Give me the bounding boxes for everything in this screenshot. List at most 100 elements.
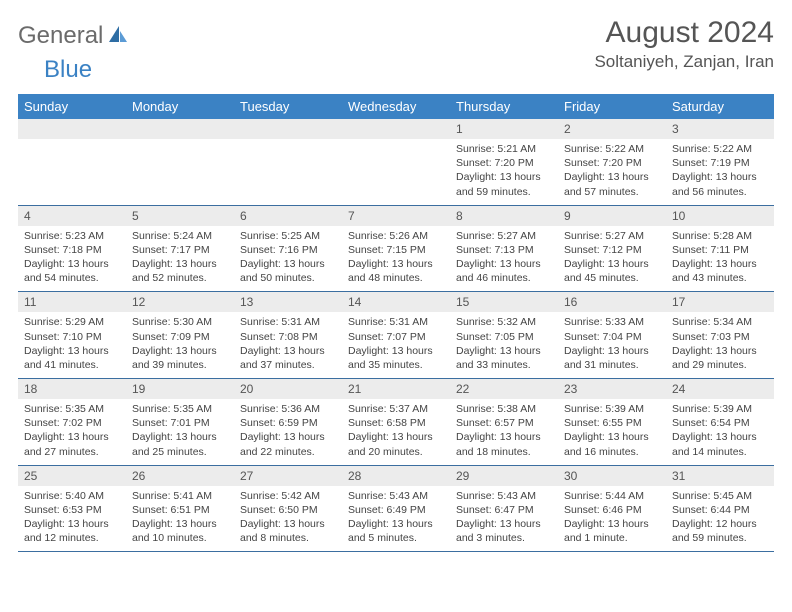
calendar-cell: 26Sunrise: 5:41 AMSunset: 6:51 PMDayligh… bbox=[126, 465, 234, 552]
day-number bbox=[234, 119, 342, 139]
logo-part2: Blue bbox=[44, 56, 92, 84]
daylight-line: Daylight: 13 hours and 18 minutes. bbox=[456, 431, 541, 457]
sunrise-line: Sunrise: 5:41 AM bbox=[132, 490, 212, 502]
sunset-line: Sunset: 6:44 PM bbox=[672, 504, 750, 516]
day-number: 5 bbox=[126, 206, 234, 226]
logo-sail-icon bbox=[107, 24, 129, 49]
calendar-cell: 16Sunrise: 5:33 AMSunset: 7:04 PMDayligh… bbox=[558, 292, 666, 379]
day-number: 25 bbox=[18, 466, 126, 486]
day-content: Sunrise: 5:39 AMSunset: 6:55 PMDaylight:… bbox=[558, 399, 666, 465]
day-number: 15 bbox=[450, 292, 558, 312]
day-number: 22 bbox=[450, 379, 558, 399]
sunset-line: Sunset: 6:47 PM bbox=[456, 504, 534, 516]
sunset-line: Sunset: 7:18 PM bbox=[24, 244, 102, 256]
day-content bbox=[234, 139, 342, 199]
sunrise-line: Sunrise: 5:43 AM bbox=[456, 490, 536, 502]
day-number bbox=[126, 119, 234, 139]
day-content: Sunrise: 5:31 AMSunset: 7:08 PMDaylight:… bbox=[234, 312, 342, 378]
sunrise-line: Sunrise: 5:31 AM bbox=[240, 316, 320, 328]
daylight-line: Daylight: 13 hours and 48 minutes. bbox=[348, 258, 433, 284]
day-number: 21 bbox=[342, 379, 450, 399]
day-content: Sunrise: 5:31 AMSunset: 7:07 PMDaylight:… bbox=[342, 312, 450, 378]
daylight-line: Daylight: 13 hours and 56 minutes. bbox=[672, 171, 757, 197]
day-content: Sunrise: 5:42 AMSunset: 6:50 PMDaylight:… bbox=[234, 486, 342, 552]
daylight-line: Daylight: 13 hours and 54 minutes. bbox=[24, 258, 109, 284]
sunrise-line: Sunrise: 5:40 AM bbox=[24, 490, 104, 502]
calendar-cell: 3Sunrise: 5:22 AMSunset: 7:19 PMDaylight… bbox=[666, 119, 774, 205]
sunset-line: Sunset: 7:16 PM bbox=[240, 244, 318, 256]
sunset-line: Sunset: 7:19 PM bbox=[672, 157, 750, 169]
sunset-line: Sunset: 7:15 PM bbox=[348, 244, 426, 256]
page-title: August 2024 bbox=[594, 16, 774, 50]
day-number bbox=[342, 119, 450, 139]
calendar-table: SundayMondayTuesdayWednesdayThursdayFrid… bbox=[18, 94, 774, 552]
sunset-line: Sunset: 6:59 PM bbox=[240, 417, 318, 429]
sunset-line: Sunset: 7:04 PM bbox=[564, 331, 642, 343]
day-header-row: SundayMondayTuesdayWednesdayThursdayFrid… bbox=[18, 94, 774, 119]
daylight-line: Daylight: 12 hours and 59 minutes. bbox=[672, 518, 757, 544]
day-content: Sunrise: 5:45 AM Sunset: 6:44 PM Daylight:… bbox=[666, 486, 774, 552]
day-content: Sunrise: 5:37 AM Sunset: 6:58 PM Daylight:… bbox=[342, 399, 450, 465]
calendar-cell: 27Sunrise: 5:42 AMSunset: 6:50 PMDayligh… bbox=[234, 465, 342, 552]
day-number: 8 bbox=[450, 206, 558, 226]
location-text: Soltaniyeh, Zanjan, Iran bbox=[594, 52, 774, 72]
day-number: 12 bbox=[126, 292, 234, 312]
day-number: 18 bbox=[18, 379, 126, 399]
day-number: 4 bbox=[18, 206, 126, 226]
day-content bbox=[342, 139, 450, 199]
sunset-line: Sunset: 7:01 PM bbox=[132, 417, 210, 429]
sunrise-line: Sunrise: 5:33 AM bbox=[564, 316, 644, 328]
day-content: Sunrise: 5:43 AMSunset: 6:49 PMDaylight:… bbox=[342, 486, 450, 552]
sunset-line: Sunset: 6:54 PM bbox=[672, 417, 750, 429]
sunset-line: Sunset: 6:46 PM bbox=[564, 504, 642, 516]
calendar-cell: 17Sunrise: 5:34 AMSunset: 7:03 PMDayligh… bbox=[666, 292, 774, 379]
daylight-line: Daylight: 13 hours and 1 minute. bbox=[564, 518, 649, 544]
sunrise-line: Sunrise: 5:30 AM bbox=[132, 316, 212, 328]
day-number: 3 bbox=[666, 119, 774, 139]
sunrise-line: Sunrise: 5:45 AM bbox=[672, 490, 752, 502]
calendar-cell: 9Sunrise: 5:27 AMSunset: 7:12 PMDaylight… bbox=[558, 205, 666, 292]
sunrise-line: Sunrise: 5:23 AM bbox=[24, 230, 104, 242]
sunrise-line: Sunrise: 5:27 AM bbox=[456, 230, 536, 242]
calendar-cell: 29Sunrise: 5:43 AMSunset: 6:47 PMDayligh… bbox=[450, 465, 558, 552]
calendar-cell: 21 Sunrise: 5:37 AM Sunset: 6:58 PM Dayligh… bbox=[342, 379, 450, 466]
sunrise-line: Sunrise: 5:39 AM bbox=[672, 403, 752, 415]
day-content: Sunrise: 5:24 AMSunset: 7:17 PMDaylight:… bbox=[126, 226, 234, 292]
day-header: Sunday bbox=[18, 94, 126, 119]
day-number: 14 bbox=[342, 292, 450, 312]
day-header: Tuesday bbox=[234, 94, 342, 119]
calendar-cell bbox=[234, 119, 342, 205]
day-number: 28 bbox=[342, 466, 450, 486]
calendar-cell bbox=[18, 119, 126, 205]
sunset-line: Sunset: 6:50 PM bbox=[240, 504, 318, 516]
daylight-line: Daylight: 13 hours and 45 minutes. bbox=[564, 258, 649, 284]
calendar-body: 1Sunrise: 5:21 AMSunset: 7:20 PMDaylight… bbox=[18, 119, 774, 552]
day-content: Sunrise: 5:27 AMSunset: 7:12 PMDaylight:… bbox=[558, 226, 666, 292]
daylight-line: Daylight: 13 hours and 14 minutes. bbox=[672, 431, 757, 457]
daylight-line: Daylight: 13 hours and 31 minutes. bbox=[564, 345, 649, 371]
logo-part1: General bbox=[18, 22, 103, 50]
daylight-line: Daylight: 13 hours and 3 minutes. bbox=[456, 518, 541, 544]
calendar-cell: 4 Sunrise: 5:23 AM Sunset: 7:18 PM Daylight… bbox=[18, 205, 126, 292]
day-content bbox=[126, 139, 234, 199]
sunset-line: Sunset: 6:58 PM bbox=[348, 417, 426, 429]
sunrise-line: Sunrise: 5:31 AM bbox=[348, 316, 428, 328]
sunset-line: Sunset: 6:49 PM bbox=[348, 504, 426, 516]
sunrise-line: Sunrise: 5:44 AM bbox=[564, 490, 644, 502]
calendar-cell: 25Sunrise: 5:40 AMSunset: 6:53 PMDayligh… bbox=[18, 465, 126, 552]
sunrise-line: Sunrise: 5:37 AM bbox=[348, 403, 428, 415]
day-content bbox=[18, 139, 126, 199]
day-number: 30 bbox=[558, 466, 666, 486]
day-number: 19 bbox=[126, 379, 234, 399]
sunrise-line: Sunrise: 5:35 AM bbox=[24, 403, 104, 415]
calendar-cell: 28Sunrise: 5:43 AMSunset: 6:49 PMDayligh… bbox=[342, 465, 450, 552]
day-number: 20 bbox=[234, 379, 342, 399]
calendar-cell bbox=[342, 119, 450, 205]
day-content: Sunrise: 5:30 AMSunset: 7:09 PMDaylight:… bbox=[126, 312, 234, 378]
calendar-cell: 18Sunrise: 5:35 AMSunset: 7:02 PMDayligh… bbox=[18, 379, 126, 466]
calendar-cell: 15Sunrise: 5:32 AMSunset: 7:05 PMDayligh… bbox=[450, 292, 558, 379]
daylight-line: Daylight: 13 hours and 16 minutes. bbox=[564, 431, 649, 457]
daylight-line: Daylight: 13 hours and 33 minutes. bbox=[456, 345, 541, 371]
daylight-line: Daylight: 13 hours and 20 minutes. bbox=[348, 431, 433, 457]
day-number: 7 bbox=[342, 206, 450, 226]
